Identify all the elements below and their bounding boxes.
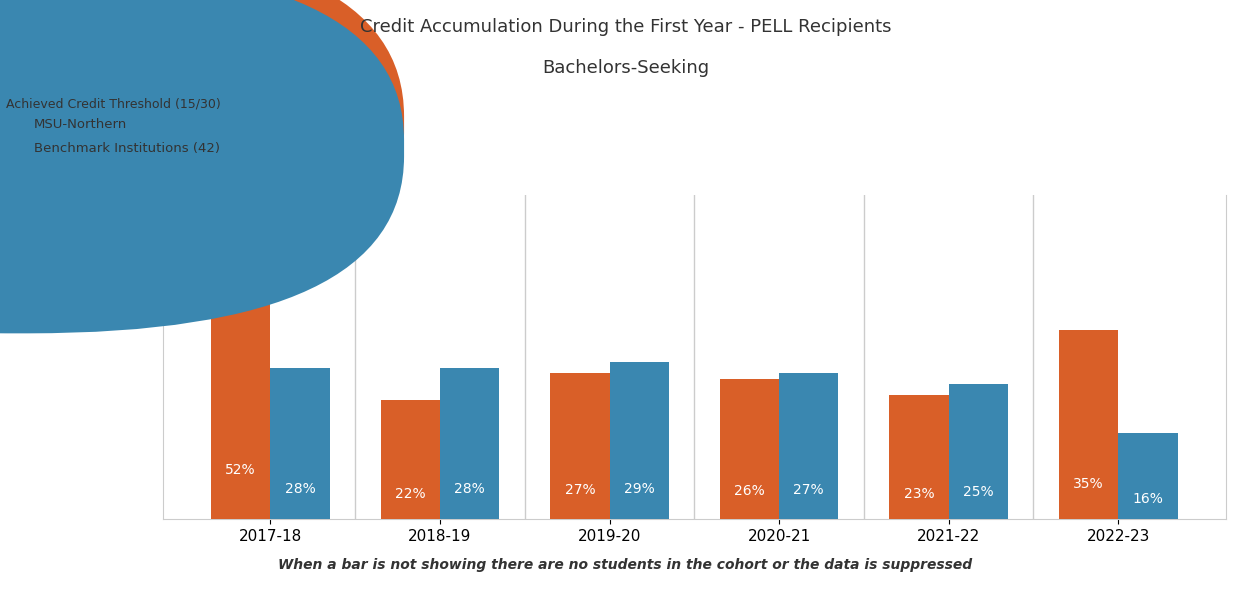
Bar xyxy=(380,400,440,519)
Text: 23%: 23% xyxy=(903,487,934,500)
Text: 52%: 52% xyxy=(225,463,256,477)
Text: 28%: 28% xyxy=(285,483,315,497)
Text: 27%: 27% xyxy=(564,483,595,497)
Bar xyxy=(1118,432,1177,519)
Text: Credit Accumulation During the First Year - PELL Recipients: Credit Accumulation During the First Yea… xyxy=(360,18,891,36)
Text: 35%: 35% xyxy=(1073,477,1103,491)
Bar xyxy=(440,368,499,519)
Text: Bachelors-Seeking: Bachelors-Seeking xyxy=(542,59,709,77)
Text: MSU-Northern: MSU-Northern xyxy=(34,118,128,131)
Text: 28%: 28% xyxy=(454,483,485,497)
Bar xyxy=(948,384,1008,519)
Text: 29%: 29% xyxy=(624,481,654,496)
Bar xyxy=(889,395,948,519)
Bar xyxy=(609,362,669,519)
Text: 25%: 25% xyxy=(963,485,993,499)
Text: 16%: 16% xyxy=(1132,492,1163,506)
Bar xyxy=(719,379,779,519)
Text: Achieved Credit Threshold (15/30): Achieved Credit Threshold (15/30) xyxy=(6,97,221,110)
Bar xyxy=(1058,330,1118,519)
Bar xyxy=(779,373,838,519)
Text: 22%: 22% xyxy=(395,487,425,502)
Text: 27%: 27% xyxy=(793,483,824,497)
Bar xyxy=(550,373,609,519)
Bar xyxy=(211,238,270,519)
Bar xyxy=(270,368,330,519)
Text: Benchmark Institutions (42): Benchmark Institutions (42) xyxy=(34,142,220,155)
Text: When a bar is not showing there are no students in the cohort or the data is sup: When a bar is not showing there are no s… xyxy=(279,558,972,572)
Text: 26%: 26% xyxy=(734,484,764,498)
